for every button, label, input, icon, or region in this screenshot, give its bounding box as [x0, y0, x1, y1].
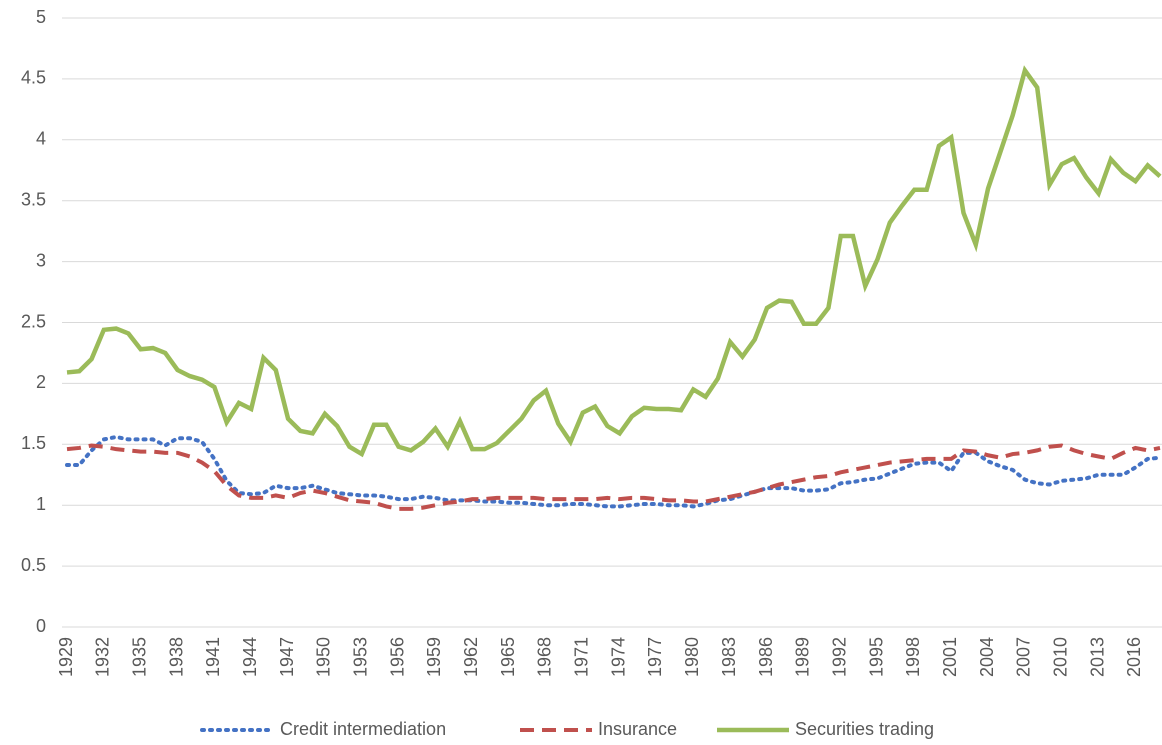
y-tick-label: 4 — [36, 129, 46, 149]
x-tick-label: 1998 — [903, 637, 923, 677]
x-tick-label: 1959 — [424, 637, 444, 677]
x-tick-label: 1953 — [350, 637, 370, 677]
y-tick-label: 5 — [36, 7, 46, 27]
x-tick-label: 1956 — [387, 637, 407, 677]
x-tick-label: 2010 — [1051, 637, 1071, 677]
series-line — [66, 65, 1162, 458]
x-tick-label: 1992 — [829, 637, 849, 677]
x-tick-label: 1977 — [645, 637, 665, 677]
x-tick-label: 1965 — [498, 637, 518, 677]
y-tick-label: 2 — [36, 372, 46, 392]
legend-label: Insurance — [598, 719, 677, 739]
x-tick-label: 1995 — [866, 637, 886, 677]
x-tick-label: 1950 — [314, 637, 334, 677]
x-tick-label: 2004 — [977, 637, 997, 677]
x-tick-label: 1980 — [682, 637, 702, 677]
x-tick-label: 1986 — [756, 637, 776, 677]
x-tick-label: 1947 — [277, 637, 297, 677]
y-tick-label: 1 — [36, 494, 46, 514]
y-tick-label: 2.5 — [21, 311, 46, 331]
series-line — [66, 443, 1161, 511]
y-tick-label: 1.5 — [21, 433, 46, 453]
legend-label: Securities trading — [795, 719, 934, 739]
x-tick-label: 2016 — [1124, 637, 1144, 677]
x-tick-label: 1974 — [608, 637, 628, 677]
legend-label: Credit intermediation — [280, 719, 446, 739]
y-tick-label: 3.5 — [21, 189, 46, 209]
x-tick-label: 2007 — [1014, 637, 1034, 677]
x-tick-label: 1941 — [203, 637, 223, 677]
y-tick-label: 0.5 — [21, 555, 46, 575]
x-tick-label: 2013 — [1087, 637, 1107, 677]
y-tick-label: 0 — [36, 616, 46, 636]
y-tick-label: 3 — [36, 250, 46, 270]
x-tick-label: 1932 — [93, 637, 113, 677]
x-tick-label: 1962 — [461, 637, 481, 677]
x-tick-label: 2001 — [940, 637, 960, 677]
x-tick-label: 1944 — [240, 637, 260, 677]
x-tick-label: 1971 — [572, 637, 592, 677]
x-tick-label: 1989 — [793, 637, 813, 677]
x-tick-label: 1935 — [129, 637, 149, 677]
y-tick-label: 4.5 — [21, 68, 46, 88]
series-line — [65, 434, 1162, 509]
x-tick-label: 1929 — [56, 637, 76, 677]
x-tick-label: 1938 — [166, 637, 186, 677]
x-tick-label: 1983 — [719, 637, 739, 677]
x-tick-label: 1968 — [535, 637, 555, 677]
